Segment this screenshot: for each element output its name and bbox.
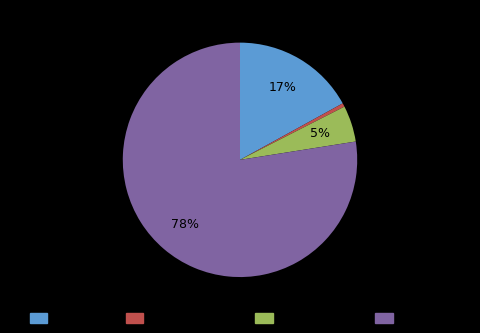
Wedge shape	[240, 43, 343, 160]
Text: 5%: 5%	[310, 127, 330, 140]
Wedge shape	[240, 107, 356, 160]
Text: 78%: 78%	[171, 217, 199, 230]
Wedge shape	[240, 103, 345, 160]
Text: 17%: 17%	[269, 81, 297, 94]
Wedge shape	[123, 43, 357, 277]
